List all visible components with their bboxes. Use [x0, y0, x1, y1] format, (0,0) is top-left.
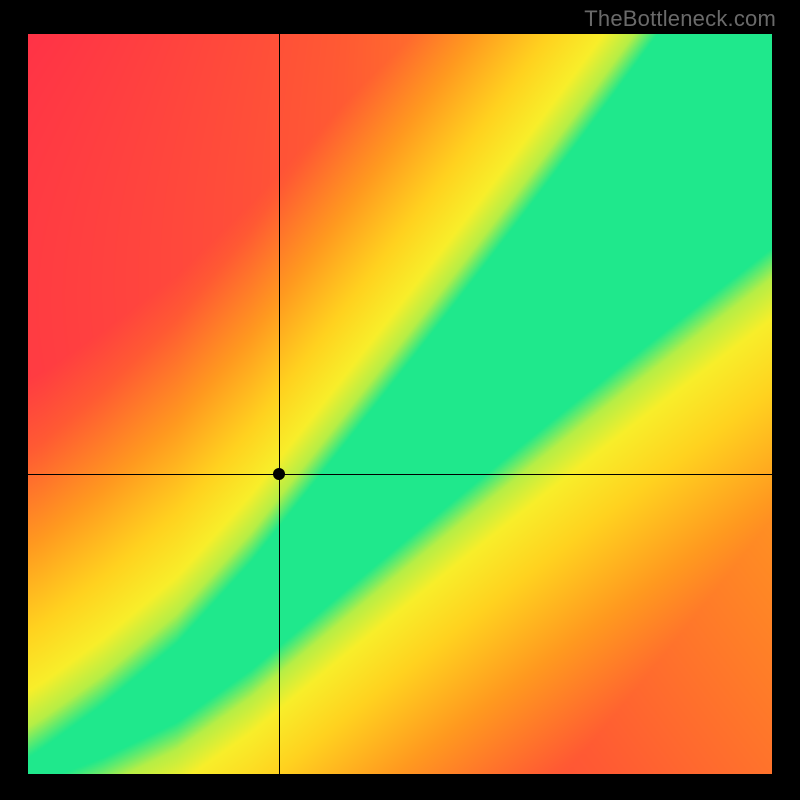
- crosshair-vertical: [279, 34, 280, 774]
- watermark-text: TheBottleneck.com: [584, 6, 776, 32]
- chart-container: TheBottleneck.com: [0, 0, 800, 800]
- crosshair-marker: [273, 468, 285, 480]
- heatmap-canvas: [28, 34, 772, 774]
- crosshair-horizontal: [28, 474, 772, 475]
- heatmap-plot: [28, 34, 772, 774]
